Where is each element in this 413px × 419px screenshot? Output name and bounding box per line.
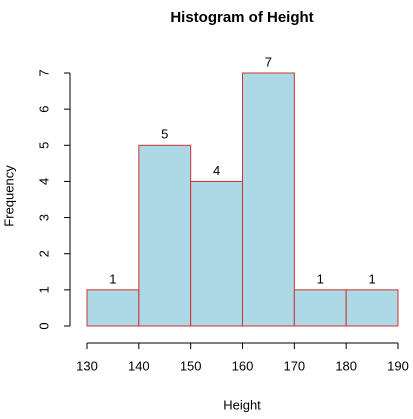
x-tick-label: 180: [335, 358, 357, 373]
data-label: 1: [317, 271, 324, 286]
data-label: 5: [161, 127, 168, 142]
chart-title: Histogram of Height: [170, 9, 313, 26]
data-label: 1: [368, 271, 375, 286]
x-tick-label: 160: [232, 358, 254, 373]
bar: [345, 289, 399, 327]
bar: [293, 289, 347, 327]
y-tick-label: 0: [36, 322, 51, 329]
bar: [190, 180, 244, 327]
y-tick-label: 6: [36, 106, 51, 113]
y-tick-label: 5: [36, 142, 51, 149]
bar: [86, 289, 140, 327]
y-tick-label: 2: [36, 250, 51, 257]
data-label: 1: [109, 271, 116, 286]
bar: [138, 144, 192, 327]
y-tick-label: 4: [36, 178, 51, 185]
y-tick-label: 3: [36, 214, 51, 221]
y-tick-label: 1: [36, 286, 51, 293]
data-label: 4: [213, 163, 220, 178]
x-tick-label: 140: [128, 358, 150, 373]
x-tick-label: 170: [283, 358, 305, 373]
x-axis-label: Height: [223, 397, 261, 412]
x-tick-label: 130: [76, 358, 98, 373]
y-tick-label: 7: [36, 69, 51, 76]
x-tick-label: 150: [180, 358, 202, 373]
x-tick-label: 190: [387, 358, 409, 373]
bar: [242, 72, 295, 327]
data-label: 7: [265, 54, 272, 69]
y-axis-label: Frequency: [1, 165, 16, 227]
